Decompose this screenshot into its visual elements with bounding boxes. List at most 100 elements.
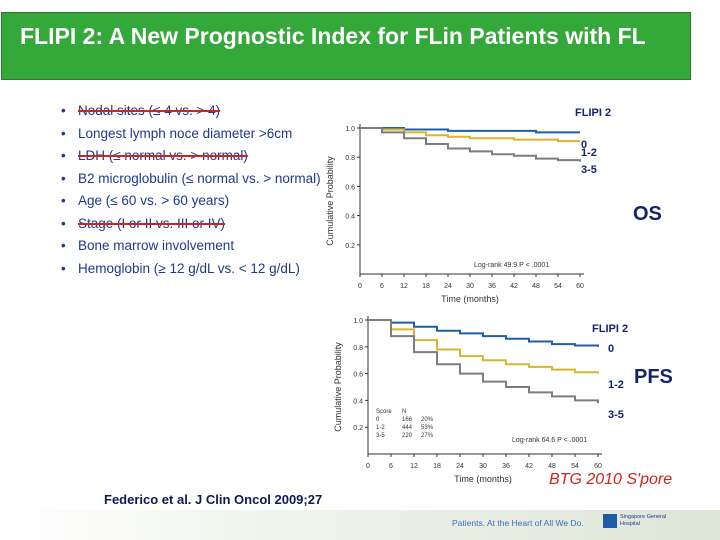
x-axis-label: Time (months) <box>441 294 499 304</box>
y-axis-label: Cumulative Probability <box>333 342 343 432</box>
x-tick-label: 6 <box>380 283 384 290</box>
table-cell: 0 <box>376 417 380 423</box>
survival-curve-gray <box>368 319 599 404</box>
x-tick-label: 60 <box>576 283 584 290</box>
risk-factor-item: • Hemoglobin (≥ 12 g/dL vs. < 12 g/dL) <box>60 261 328 277</box>
citation: Federico et al. J Clin Oncol 2009;27 <box>104 492 323 507</box>
x-tick-label: 36 <box>502 463 510 470</box>
os-panel-label: OS <box>633 203 662 225</box>
risk-factor-text: LDH (≤ normal vs. > normal) <box>78 148 248 163</box>
bullet-dot: • <box>61 170 66 186</box>
x-tick-label: 54 <box>571 463 579 470</box>
table-header: Score <box>376 409 392 415</box>
x-tick-label: 30 <box>479 463 487 470</box>
y-tick-label: 1.0 <box>345 126 355 133</box>
log-rank-annotation: Log-rank 64.6 P < .0001 <box>512 437 587 444</box>
risk-factor-list: • Nodal sites (≤ 4 vs. > 4) • Longest lymp… <box>60 103 328 283</box>
hospital-name: Singapore General Hospital <box>620 514 667 527</box>
bullet-dot: • <box>61 148 66 163</box>
y-tick-label: 0.6 <box>353 372 363 379</box>
x-tick-label: 12 <box>400 283 408 290</box>
chart-title: FLIPI 2 <box>575 107 611 119</box>
title-bar: FLIPI 2: A New Prognostic Index for FLin… <box>1 12 691 80</box>
risk-factor-item: • Stage (I or II vs. III or IV) <box>60 216 328 232</box>
table-cell: 444 <box>402 425 413 431</box>
table-header: N <box>402 409 406 415</box>
risk-factor-text: Bone marrow involvement <box>78 238 235 253</box>
x-tick-label: 30 <box>466 283 474 290</box>
risk-factor-text: Longest lymph noce diameter >6cm <box>78 125 293 141</box>
legend-label: 0 <box>608 343 614 355</box>
os-chart: 0.2 0.4 0.6 0.8 1.0 0 6 12 18 24 30 36 42 48 54 60 Time … <box>325 107 611 304</box>
table-cell: 20% <box>421 417 434 423</box>
bullet-dot: • <box>61 215 66 231</box>
x-tick-label: 24 <box>456 463 464 470</box>
x-tick-label: 48 <box>532 283 540 290</box>
table-cell: 27% <box>421 433 434 439</box>
table-cell: 166 <box>402 417 413 423</box>
pfs-chart: 0.2 0.4 0.6 0.8 1.0 0 6 12 18 24 30 36 42 48 54 60 Time … <box>333 316 628 484</box>
slide-title: FLIPI 2: A New Prognostic Index for FLin… <box>20 23 646 49</box>
table-cell: 3-5 <box>376 433 385 439</box>
y-tick-label: 0.6 <box>345 184 355 191</box>
x-tick-label: 42 <box>510 283 518 290</box>
y-tick-label: 0.2 <box>345 243 355 250</box>
conference-label: BTG 2010 S'pore <box>549 471 673 488</box>
pfs-panel-label: PFS <box>634 366 673 388</box>
table-cell: 220 <box>402 433 413 439</box>
bullet-dot: • <box>61 103 66 118</box>
risk-factor-text: B2 microglobulin (≤ normal vs. > normal) <box>78 170 321 186</box>
log-rank-annotation: Log-rank 49.9 P < .0001 <box>474 262 549 269</box>
survival-curve-yellow <box>368 319 599 374</box>
risk-factor-item: • Longest lymph noce diameter >6cm <box>60 126 328 142</box>
legend-label: 0 <box>581 139 587 151</box>
legend-label: 3-5 <box>581 164 597 176</box>
y-tick-label: 0.2 <box>353 425 363 432</box>
table-cell: 53% <box>421 425 434 431</box>
survival-curve-blue <box>360 127 580 134</box>
x-tick-label: 60 <box>594 463 602 470</box>
risk-factor-text: Hemoglobin (≥ 12 g/dL vs. < 12 g/dL) <box>78 260 300 276</box>
survival-curve-yellow <box>360 127 580 143</box>
survival-curve-gray <box>360 127 581 162</box>
hospital-logo-icon <box>603 514 617 528</box>
y-tick-label: 0.8 <box>353 345 363 352</box>
x-axis-label: Time (months) <box>454 474 512 484</box>
table-cell: 1-2 <box>376 425 385 431</box>
legend-label: 1-2 <box>581 147 597 159</box>
risk-factor-item: • B2 microglobulin (≤ normal vs. > normal… <box>60 171 328 187</box>
y-tick-label: 1.0 <box>353 318 363 325</box>
y-axis-label: Cumulative Probability <box>325 156 335 246</box>
x-tick-label: 12 <box>410 463 418 470</box>
x-tick-label: 24 <box>444 283 452 290</box>
risk-factor-text: Nodal sites (≤ 4 vs. > 4) <box>78 103 221 118</box>
x-tick-label: 54 <box>554 283 562 290</box>
chart-title: FLIPI 2 <box>592 323 628 335</box>
x-tick-label: 36 <box>488 283 496 290</box>
x-tick-label: 42 <box>525 463 533 470</box>
x-tick-label: 0 <box>358 283 362 290</box>
y-tick-label: 0.4 <box>345 214 355 221</box>
y-tick-label: 0.8 <box>345 155 355 162</box>
risk-factor-item: • Nodal sites (≤ 4 vs. > 4) <box>60 103 328 119</box>
legend-label: 3-5 <box>608 409 624 421</box>
x-tick-label: 6 <box>389 463 393 470</box>
risk-factor-text: Stage (I or II vs. III or IV) <box>78 215 226 231</box>
bullet-dot: • <box>61 125 66 141</box>
footer-tagline: Patients. At the Heart of All We Do. <box>452 518 584 528</box>
footer-band <box>0 510 720 540</box>
bullet-dot: • <box>61 260 66 276</box>
x-tick-label: 18 <box>433 463 441 470</box>
risk-factor-item: • LDH (≤ normal vs. > normal) <box>60 148 328 164</box>
x-tick-label: 0 <box>366 463 370 470</box>
risk-factor-item: • Bone marrow involvement <box>60 238 328 254</box>
bullet-dot: • <box>61 193 66 208</box>
y-tick-label: 0.4 <box>353 398 363 405</box>
x-tick-label: 18 <box>422 283 430 290</box>
survival-curve-blue <box>368 319 599 347</box>
risk-factor-text: Age (≤ 60 vs. > 60 years) <box>78 193 230 208</box>
bullet-dot: • <box>61 238 66 253</box>
x-tick-label: 48 <box>548 463 556 470</box>
risk-factor-item: • Age (≤ 60 vs. > 60 years) <box>60 193 328 209</box>
legend-label: 1-2 <box>608 379 624 391</box>
